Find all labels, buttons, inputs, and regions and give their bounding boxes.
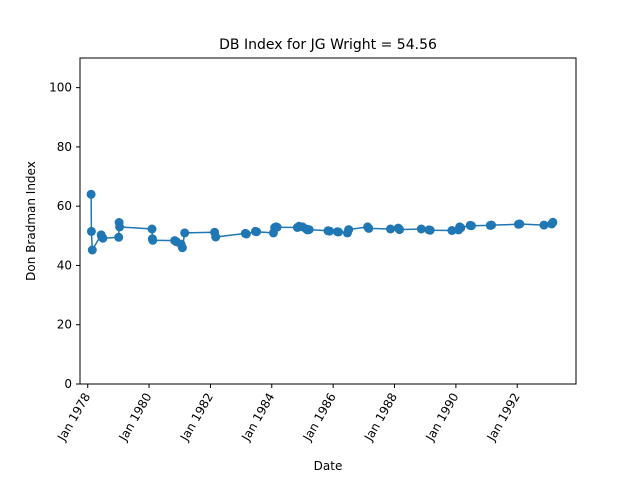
data-point <box>447 226 457 235</box>
data-point <box>241 229 251 239</box>
data-point <box>148 235 158 245</box>
plot-area <box>86 189 558 255</box>
data-point <box>87 245 97 255</box>
y-tick-label: 20 <box>57 318 72 332</box>
y-tick-label: 60 <box>57 199 72 213</box>
data-point <box>364 223 374 233</box>
data-point <box>466 221 476 231</box>
data-point <box>334 227 343 237</box>
y-tick-label: 0 <box>64 377 72 391</box>
data-point <box>86 226 96 236</box>
chart-title: DB Index for JG Wright = 54.56 <box>219 37 437 53</box>
data-point <box>98 233 108 243</box>
data-point <box>344 225 354 235</box>
data-point <box>325 226 335 236</box>
data-point <box>487 220 496 230</box>
data-point <box>272 222 282 232</box>
y-axis-label: Don Bradman Index <box>24 161 38 281</box>
plot-frame <box>79 57 577 385</box>
data-point <box>395 225 404 235</box>
data-point <box>425 225 435 235</box>
data-point <box>515 219 525 229</box>
data-point <box>548 217 558 227</box>
y-tick-label: 100 <box>49 81 72 95</box>
y-tick-label: 80 <box>57 140 72 154</box>
data-point <box>252 227 262 237</box>
y-tick-label: 40 <box>57 258 72 272</box>
data-point <box>416 224 426 234</box>
data-point <box>180 228 190 238</box>
data-point <box>539 220 549 230</box>
data-point <box>114 232 124 242</box>
data-point <box>115 222 125 232</box>
data-point <box>177 243 187 253</box>
data-point <box>211 232 221 242</box>
data-point <box>456 223 466 233</box>
x-axis-label: Date <box>314 459 343 473</box>
data-point <box>147 224 157 234</box>
data-point <box>86 189 96 199</box>
data-point <box>304 225 314 235</box>
data-point <box>386 224 395 234</box>
